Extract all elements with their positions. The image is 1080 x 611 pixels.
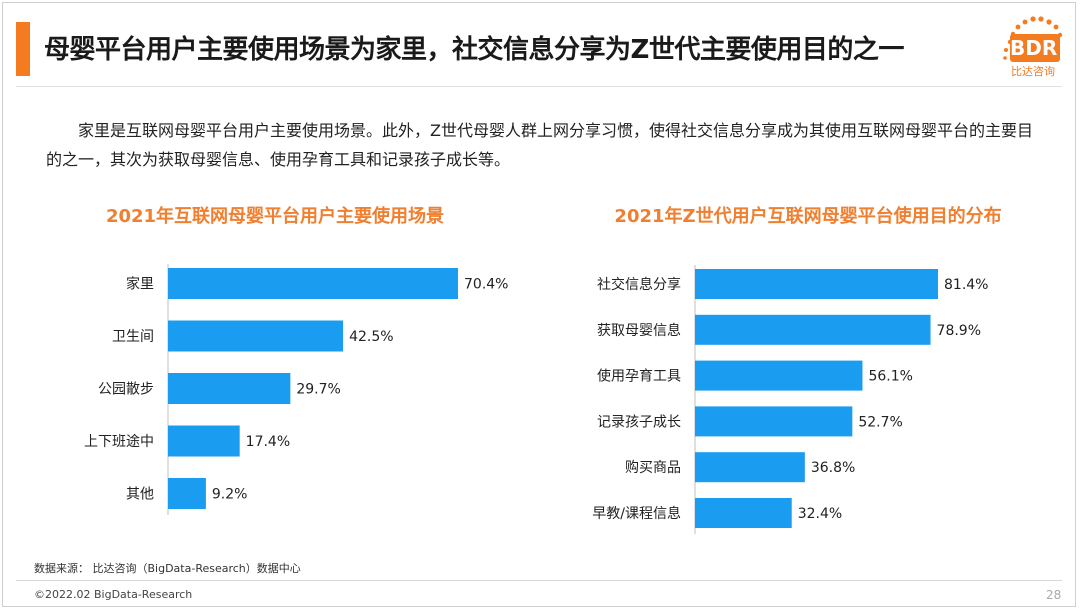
bar: [168, 478, 206, 509]
value-label: 56.1%: [868, 369, 912, 385]
value-label: 36.8%: [811, 460, 855, 476]
data-source-note: 数据来源： 比达咨询（BigData-Research）数据中心: [34, 562, 301, 575]
category-label: 家里: [126, 276, 154, 293]
page-number: 28: [1046, 588, 1062, 602]
value-label: 9.2%: [212, 487, 248, 503]
chart-title: 2021年互联网母婴平台用户主要使用场景: [105, 206, 445, 227]
usage-purpose-chart-svg: 社交信息分享 81.4% 获取母婴信息 78.9% 使用孕育工具 56.1% 记录孩子成长 5…: [592, 265, 988, 534]
bar: [695, 314, 931, 345]
usage-purpose-chart: 2021年Z世代用户互联网母婴平台使用目的分布 社交信息分享 81.4% 获取母婴信…: [548, 198, 1068, 548]
bdr-logo-icon: [1003, 16, 1063, 62]
category-label: 记录孩子成长: [597, 414, 681, 430]
value-label: 29.7%: [296, 382, 340, 398]
category-label: 早教/课程信息: [592, 505, 681, 522]
category-label: 公园散步: [98, 382, 154, 398]
category-label: 社交信息分享: [597, 276, 681, 293]
value-label: 81.4%: [944, 277, 988, 293]
value-label: 32.4%: [798, 506, 842, 522]
value-label: 70.4%: [464, 277, 508, 293]
chart-title: 2021年Z世代用户互联网母婴平台使用目的分布: [614, 206, 1002, 227]
bar: [168, 320, 344, 352]
bar: [168, 268, 458, 299]
category-label: 卫生间: [112, 329, 154, 345]
footer-divider: [16, 580, 1062, 581]
bar: [168, 373, 291, 404]
usage-scene-chart-svg: 家里 70.4% 卫生间 42.5% 公园散步 29.7% 上下班途中 17.4% 其他 9.2%: [84, 264, 508, 515]
category-label: 购买商品: [625, 460, 681, 476]
bar: [695, 406, 853, 437]
category-label: 使用孕育工具: [597, 368, 681, 385]
usage-scene-chart: 2021年互联网母婴平台用户主要使用场景 家里 70.4% 卫生间 42.5% 公园散步…: [20, 198, 530, 548]
logo-mark: BDR: [1010, 36, 1058, 60]
category-label: 上下班途中: [84, 433, 154, 450]
title-divider: [16, 86, 1062, 87]
category-label: 其他: [126, 487, 154, 503]
value-label: 78.9%: [937, 323, 981, 339]
bar: [695, 452, 805, 483]
value-label: 17.4%: [246, 434, 290, 450]
logo-name: 比达咨询: [1011, 65, 1055, 78]
bar: [695, 498, 792, 528]
slide-title: 母婴平台用户主要使用场景为家里，社交信息分享为Z世代主要使用目的之一: [44, 35, 904, 65]
intro-paragraph: 家里是互联网母婴平台用户主要使用场景。此外，Z世代母婴人群上网分享习惯，使得社交…: [46, 121, 1033, 169]
title-accent-bar: [16, 22, 30, 76]
bar: [168, 425, 240, 457]
copyright: ©2022.02 BigData-Research: [34, 588, 193, 601]
bar: [695, 360, 863, 391]
value-label: 52.7%: [858, 414, 902, 430]
bar: [695, 269, 938, 299]
value-label: 42.5%: [349, 329, 393, 345]
category-label: 获取母婴信息: [597, 322, 681, 339]
